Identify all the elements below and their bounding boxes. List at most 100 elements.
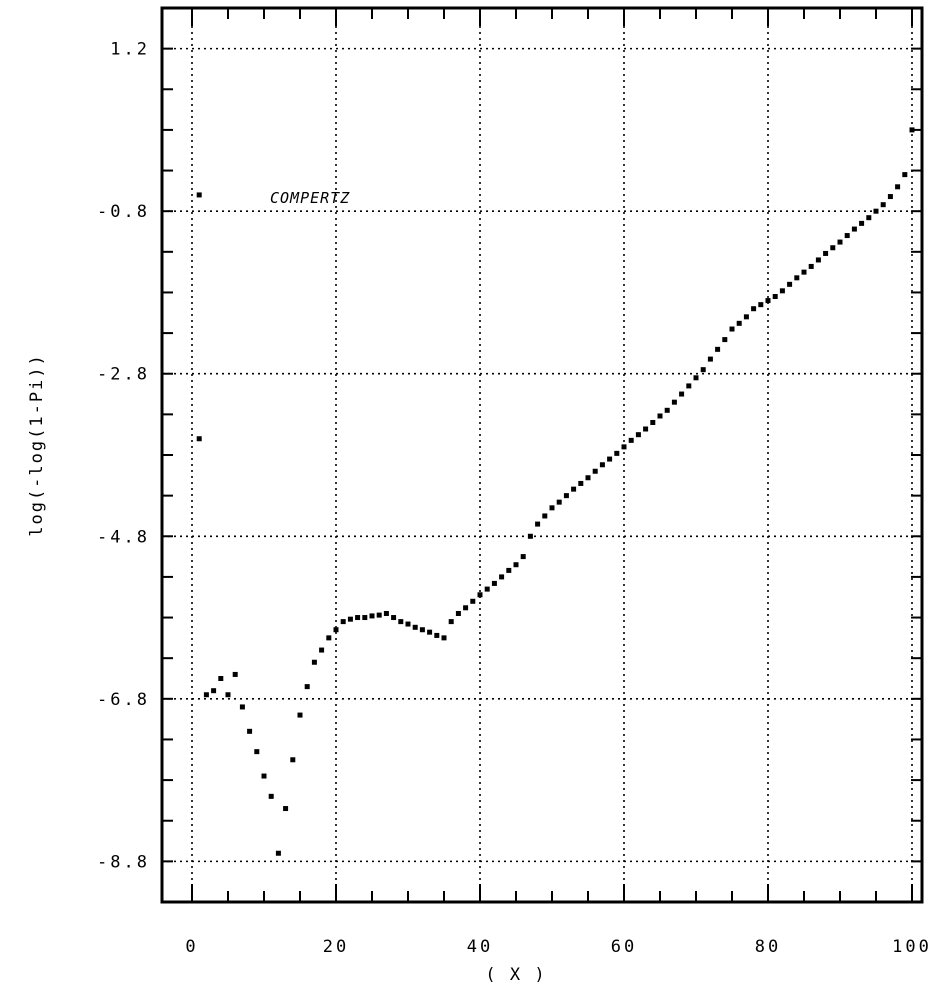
data-point [873,208,879,214]
data-point [347,616,353,622]
data-point [239,704,245,710]
data-point [859,220,865,226]
data-point [311,659,317,665]
data-point [643,426,649,432]
data-point [527,533,533,539]
y-tick-label: -6.8 [97,690,150,710]
x-tick-label: 60 [611,937,637,957]
data-point [556,499,562,505]
data-point [535,521,541,527]
data-point [563,493,569,499]
data-point [362,615,368,621]
data-point [686,383,692,389]
data-point [196,192,202,198]
data-point [549,505,555,511]
data-point [304,684,310,690]
x-tick-label: 40 [467,937,493,957]
data-point [837,239,843,245]
data-point [758,302,764,308]
data-point [895,184,901,190]
data-point [599,462,605,468]
data-point [398,619,404,625]
data-point [751,306,757,312]
data-point [801,269,807,275]
data-point [808,263,814,269]
data-point [419,627,425,633]
gompertz-annotation: COMPERTZ [270,189,350,207]
data-point [628,437,634,443]
x-tick-label: 0 [185,937,198,957]
grid-lines [162,8,922,902]
data-point [383,610,389,616]
data-point [340,619,346,625]
data-point [218,676,224,681]
x-tick-label: 100 [892,937,930,957]
data-point [830,245,836,251]
data-point [902,172,908,178]
data-point [650,419,656,425]
data-point [851,226,857,232]
plot-frame [160,6,924,904]
axis-ticks [162,7,922,903]
data-point [297,712,303,718]
data-point [261,773,267,779]
data-point [542,513,548,519]
data-point [477,592,483,598]
data-point [513,562,519,568]
data-point [635,432,641,438]
tick-labels: 0 20 40 60 80 100 1.2 -0.8 -2.8 -4.8 -6.8 -8.8 [97,40,930,957]
x-tick-label: 20 [323,937,349,957]
data-point [765,298,771,304]
data-point [484,586,490,592]
data-point [772,294,778,300]
data-point [491,580,497,586]
data-point [779,288,785,294]
data-point [592,468,598,474]
data-point [614,450,620,456]
data-point [427,629,433,635]
data-point [909,127,915,133]
data-point [333,627,339,633]
data-point [866,215,872,221]
data-point [254,749,260,755]
data-point [657,413,663,419]
data-point [470,598,476,604]
data-point [823,250,829,256]
data-point [585,475,591,481]
x-tick-label: 80 [755,937,781,957]
data-point [707,356,713,362]
data-point [441,635,447,641]
data-point [196,436,202,442]
data-point [844,233,850,239]
data-point [369,613,375,619]
data-point [887,194,893,200]
data-point [434,632,440,638]
data-point [621,444,627,450]
data-point [506,567,512,573]
data-point [455,610,461,616]
data-point [391,615,397,621]
data-point [211,688,217,694]
x-axis-label: ( X ) [485,965,546,985]
data-point [578,480,584,486]
data-point [787,281,793,287]
data-point [412,624,418,630]
y-tick-label: -8.8 [97,852,150,872]
data-point [247,728,253,734]
y-tick-label: 1.2 [110,40,150,60]
data-point [729,326,735,332]
data-point [700,367,706,373]
data-point [283,806,289,812]
data-point [880,202,886,208]
data-point [203,692,209,698]
data-point [671,399,677,405]
data-point [232,671,238,677]
data-point [815,257,821,263]
data-point [794,275,800,281]
data-point [679,391,685,397]
data-point [225,692,231,698]
data-point [319,647,325,653]
data-point [355,615,361,621]
data-point [275,850,281,856]
